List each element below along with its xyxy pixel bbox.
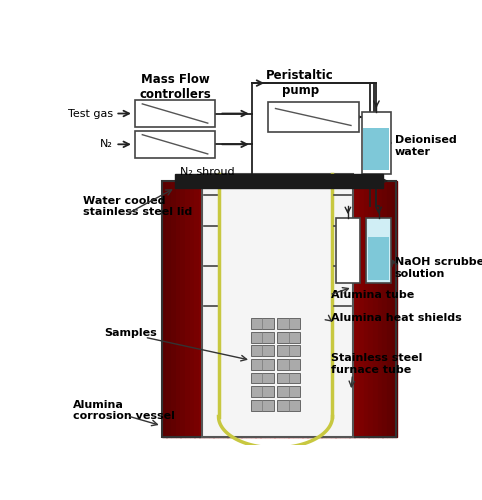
Bar [392, 181, 397, 438]
Bar [134, 100, 215, 127]
Text: N₂ shroud: N₂ shroud [180, 167, 235, 177]
Bar [251, 181, 256, 438]
Bar [171, 181, 176, 438]
Bar [223, 181, 228, 438]
Bar [277, 359, 300, 370]
Bar [251, 318, 274, 328]
Bar [277, 372, 300, 384]
Text: Stainless steel
furnace tube: Stainless steel furnace tube [331, 354, 422, 375]
Bar [228, 181, 232, 438]
Bar [366, 218, 391, 284]
Bar [277, 400, 300, 411]
Bar [293, 181, 298, 438]
Bar [277, 318, 300, 328]
Bar [298, 181, 303, 438]
Bar [312, 181, 317, 438]
Text: Mass Flow
controllers: Mass Flow controllers [140, 73, 211, 101]
Bar [218, 181, 223, 438]
Text: NaOH scrubber
solution: NaOH scrubber solution [395, 257, 482, 278]
Bar [269, 181, 275, 438]
Text: Alumina tube: Alumina tube [331, 290, 414, 300]
Bar [199, 181, 204, 438]
Text: N₂: N₂ [100, 140, 113, 149]
Bar [190, 181, 195, 438]
Bar [368, 181, 373, 438]
Bar [251, 345, 274, 356]
Bar [284, 181, 289, 438]
Bar [161, 181, 167, 438]
Bar [202, 174, 352, 438]
Bar [368, 238, 389, 280]
Text: Samples: Samples [104, 328, 157, 338]
Bar [194, 181, 200, 438]
Bar [134, 131, 215, 158]
Bar [251, 400, 274, 411]
Bar [382, 181, 388, 438]
Bar [317, 181, 321, 438]
Bar [175, 174, 383, 188]
Bar [277, 345, 300, 356]
Bar [321, 181, 326, 438]
Bar [363, 181, 369, 438]
Bar [345, 181, 350, 438]
Bar [279, 181, 284, 438]
Bar [363, 128, 389, 170]
Bar [251, 372, 274, 384]
Bar [251, 359, 274, 370]
Bar [185, 181, 190, 438]
Bar [241, 181, 246, 438]
Text: Test gas: Test gas [68, 108, 113, 118]
Text: Alumina heat shields: Alumina heat shields [331, 313, 462, 323]
Bar [331, 181, 336, 438]
Bar [268, 102, 359, 132]
Bar [232, 181, 237, 438]
Bar [387, 181, 392, 438]
Bar [209, 181, 214, 438]
Bar [213, 181, 218, 438]
Text: Peristaltic
pump: Peristaltic pump [266, 69, 334, 97]
Bar [237, 181, 242, 438]
Bar [260, 181, 265, 438]
Bar [307, 181, 312, 438]
Bar [288, 181, 294, 438]
Text: Deionised
water: Deionised water [395, 136, 456, 157]
Bar [265, 181, 270, 438]
Bar [335, 218, 360, 284]
Bar [303, 181, 308, 438]
Bar [161, 181, 396, 438]
Bar [166, 181, 171, 438]
Bar [180, 181, 186, 438]
Text: Alumina
corrosion vessel: Alumina corrosion vessel [73, 400, 175, 421]
Bar [277, 332, 300, 342]
Bar [251, 332, 274, 342]
Bar [359, 181, 364, 438]
Bar [251, 386, 274, 398]
Bar [326, 181, 331, 438]
Bar [277, 386, 300, 398]
Bar [362, 112, 391, 174]
Bar [335, 181, 340, 438]
Bar [274, 181, 280, 438]
Bar [349, 181, 355, 438]
Bar [246, 181, 251, 438]
Bar [373, 181, 378, 438]
Bar [175, 181, 181, 438]
Bar [255, 181, 261, 438]
Bar [340, 181, 345, 438]
Bar [354, 181, 359, 438]
Text: Water cooled
stainless steel lid: Water cooled stainless steel lid [83, 196, 192, 217]
Bar [377, 181, 383, 438]
Bar [204, 181, 209, 438]
